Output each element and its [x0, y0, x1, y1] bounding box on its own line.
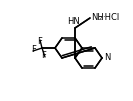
Text: HN: HN — [68, 17, 80, 26]
Text: NH: NH — [91, 13, 104, 22]
Text: F: F — [41, 52, 46, 60]
Text: 2: 2 — [99, 16, 103, 22]
Text: N: N — [104, 54, 110, 63]
Text: F: F — [38, 37, 42, 46]
Text: F: F — [32, 45, 36, 55]
Text: ·HCl: ·HCl — [102, 13, 119, 22]
